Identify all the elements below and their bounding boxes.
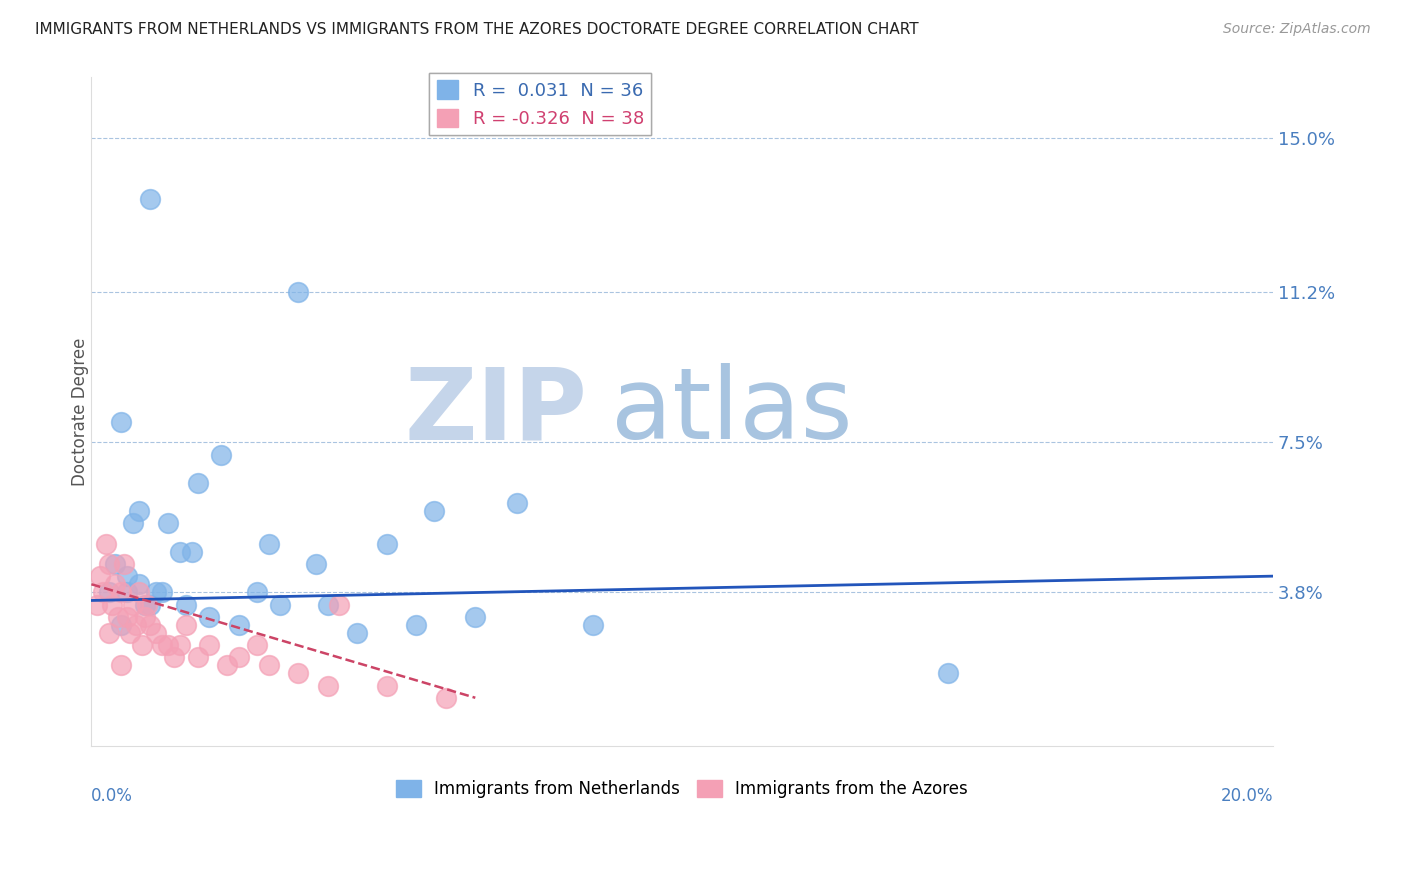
Point (98, 557, 121, 571)
Point (86, 598, 108, 612)
Point (198, 638, 221, 652)
Point (174, 598, 197, 612)
Text: Source: ZipAtlas.com: Source: ZipAtlas.com (1223, 22, 1371, 37)
Point (246, 585, 269, 599)
Point (128, 577, 150, 591)
Point (150, 638, 173, 652)
Point (434, 690, 457, 705)
Text: 20.0%: 20.0% (1220, 787, 1272, 805)
Point (228, 650, 250, 665)
Point (118, 626, 141, 640)
Point (187, 475, 209, 490)
Point (134, 609, 156, 624)
Text: IMMIGRANTS FROM NETHERLANDS VS IMMIGRANTS FROM THE AZORES DOCTORATE DEGREE CORRE: IMMIGRANTS FROM NETHERLANDS VS IMMIGRANT… (35, 22, 918, 37)
Point (246, 638, 269, 652)
Point (169, 545, 191, 559)
Point (110, 585, 132, 599)
Point (505, 496, 527, 510)
Point (316, 679, 339, 693)
Point (180, 545, 202, 559)
Point (91, 585, 114, 599)
Point (157, 516, 180, 531)
Point (115, 585, 138, 599)
Point (139, 617, 162, 632)
Point (423, 504, 446, 518)
Point (228, 617, 250, 632)
Point (157, 638, 180, 652)
Point (98, 585, 121, 599)
Point (257, 537, 280, 551)
Text: ZIP: ZIP (405, 363, 588, 460)
Point (134, 598, 156, 612)
Point (936, 666, 959, 681)
Legend: R =  0.031  N = 36, R = -0.326  N = 38: R = 0.031 N = 36, R = -0.326 N = 38 (429, 73, 651, 136)
Point (104, 577, 127, 591)
Point (305, 557, 328, 571)
Point (121, 516, 143, 531)
Point (128, 504, 150, 518)
Point (104, 557, 127, 571)
Point (139, 598, 162, 612)
Point (124, 617, 146, 632)
Point (115, 569, 138, 583)
Point (150, 585, 173, 599)
Point (131, 638, 153, 652)
Point (287, 285, 309, 300)
Point (112, 557, 135, 571)
Point (101, 598, 124, 612)
Point (136, 598, 159, 612)
Point (209, 448, 232, 462)
Point (94, 537, 117, 551)
Y-axis label: Doctorate Degree: Doctorate Degree (72, 338, 89, 486)
Point (145, 626, 167, 640)
Point (287, 666, 309, 681)
Point (464, 609, 486, 624)
Point (375, 537, 398, 551)
Point (198, 609, 221, 624)
Point (128, 585, 150, 599)
Point (316, 598, 339, 612)
Point (163, 650, 186, 665)
Point (110, 415, 132, 429)
Point (98, 626, 121, 640)
Text: 0.0%: 0.0% (91, 787, 134, 805)
Point (582, 617, 605, 632)
Point (257, 658, 280, 673)
Point (269, 598, 291, 612)
Point (107, 609, 129, 624)
Text: atlas: atlas (612, 363, 853, 460)
Point (328, 598, 350, 612)
Point (115, 609, 138, 624)
Point (139, 192, 162, 206)
Point (169, 638, 191, 652)
Point (121, 598, 143, 612)
Point (145, 585, 167, 599)
Point (346, 626, 368, 640)
Point (110, 617, 132, 632)
Point (405, 617, 427, 632)
Point (375, 679, 398, 693)
Point (217, 658, 239, 673)
Point (174, 617, 197, 632)
Point (187, 650, 209, 665)
Point (110, 658, 132, 673)
Point (89, 569, 111, 583)
